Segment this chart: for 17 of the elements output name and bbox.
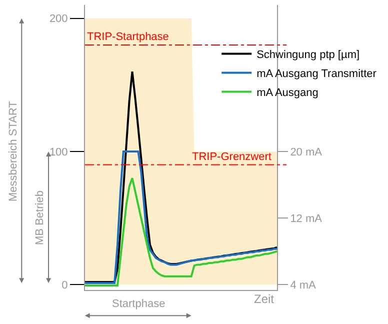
- ref-line-label: TRIP-Grenzwert: [192, 151, 272, 163]
- y2-tick-label: 12 mA: [290, 212, 323, 225]
- ref-line-label: TRIP-Startphase: [87, 31, 169, 43]
- y-tick-label: 100: [49, 146, 68, 158]
- text: MB Betrieb: [34, 190, 46, 245]
- text: Startphase: [112, 298, 166, 310]
- legend-label: mA Ausgang Transmitter: [256, 68, 377, 80]
- line-series: [85, 150, 277, 284]
- y2-tick-label: 4 mA: [290, 280, 317, 292]
- y-tick-label: 200: [49, 13, 68, 26]
- y2-tick-label: 20 mA: [290, 146, 323, 158]
- legend-label: mA Ausgang: [256, 86, 318, 99]
- legend-label: Schwingung ptp [µm]: [256, 48, 360, 61]
- x-axis-title: Zeit: [254, 292, 275, 306]
- y-tick-label: 0: [62, 280, 68, 292]
- text: Messbereich START: [8, 100, 20, 202]
- line-series: [85, 177, 277, 287]
